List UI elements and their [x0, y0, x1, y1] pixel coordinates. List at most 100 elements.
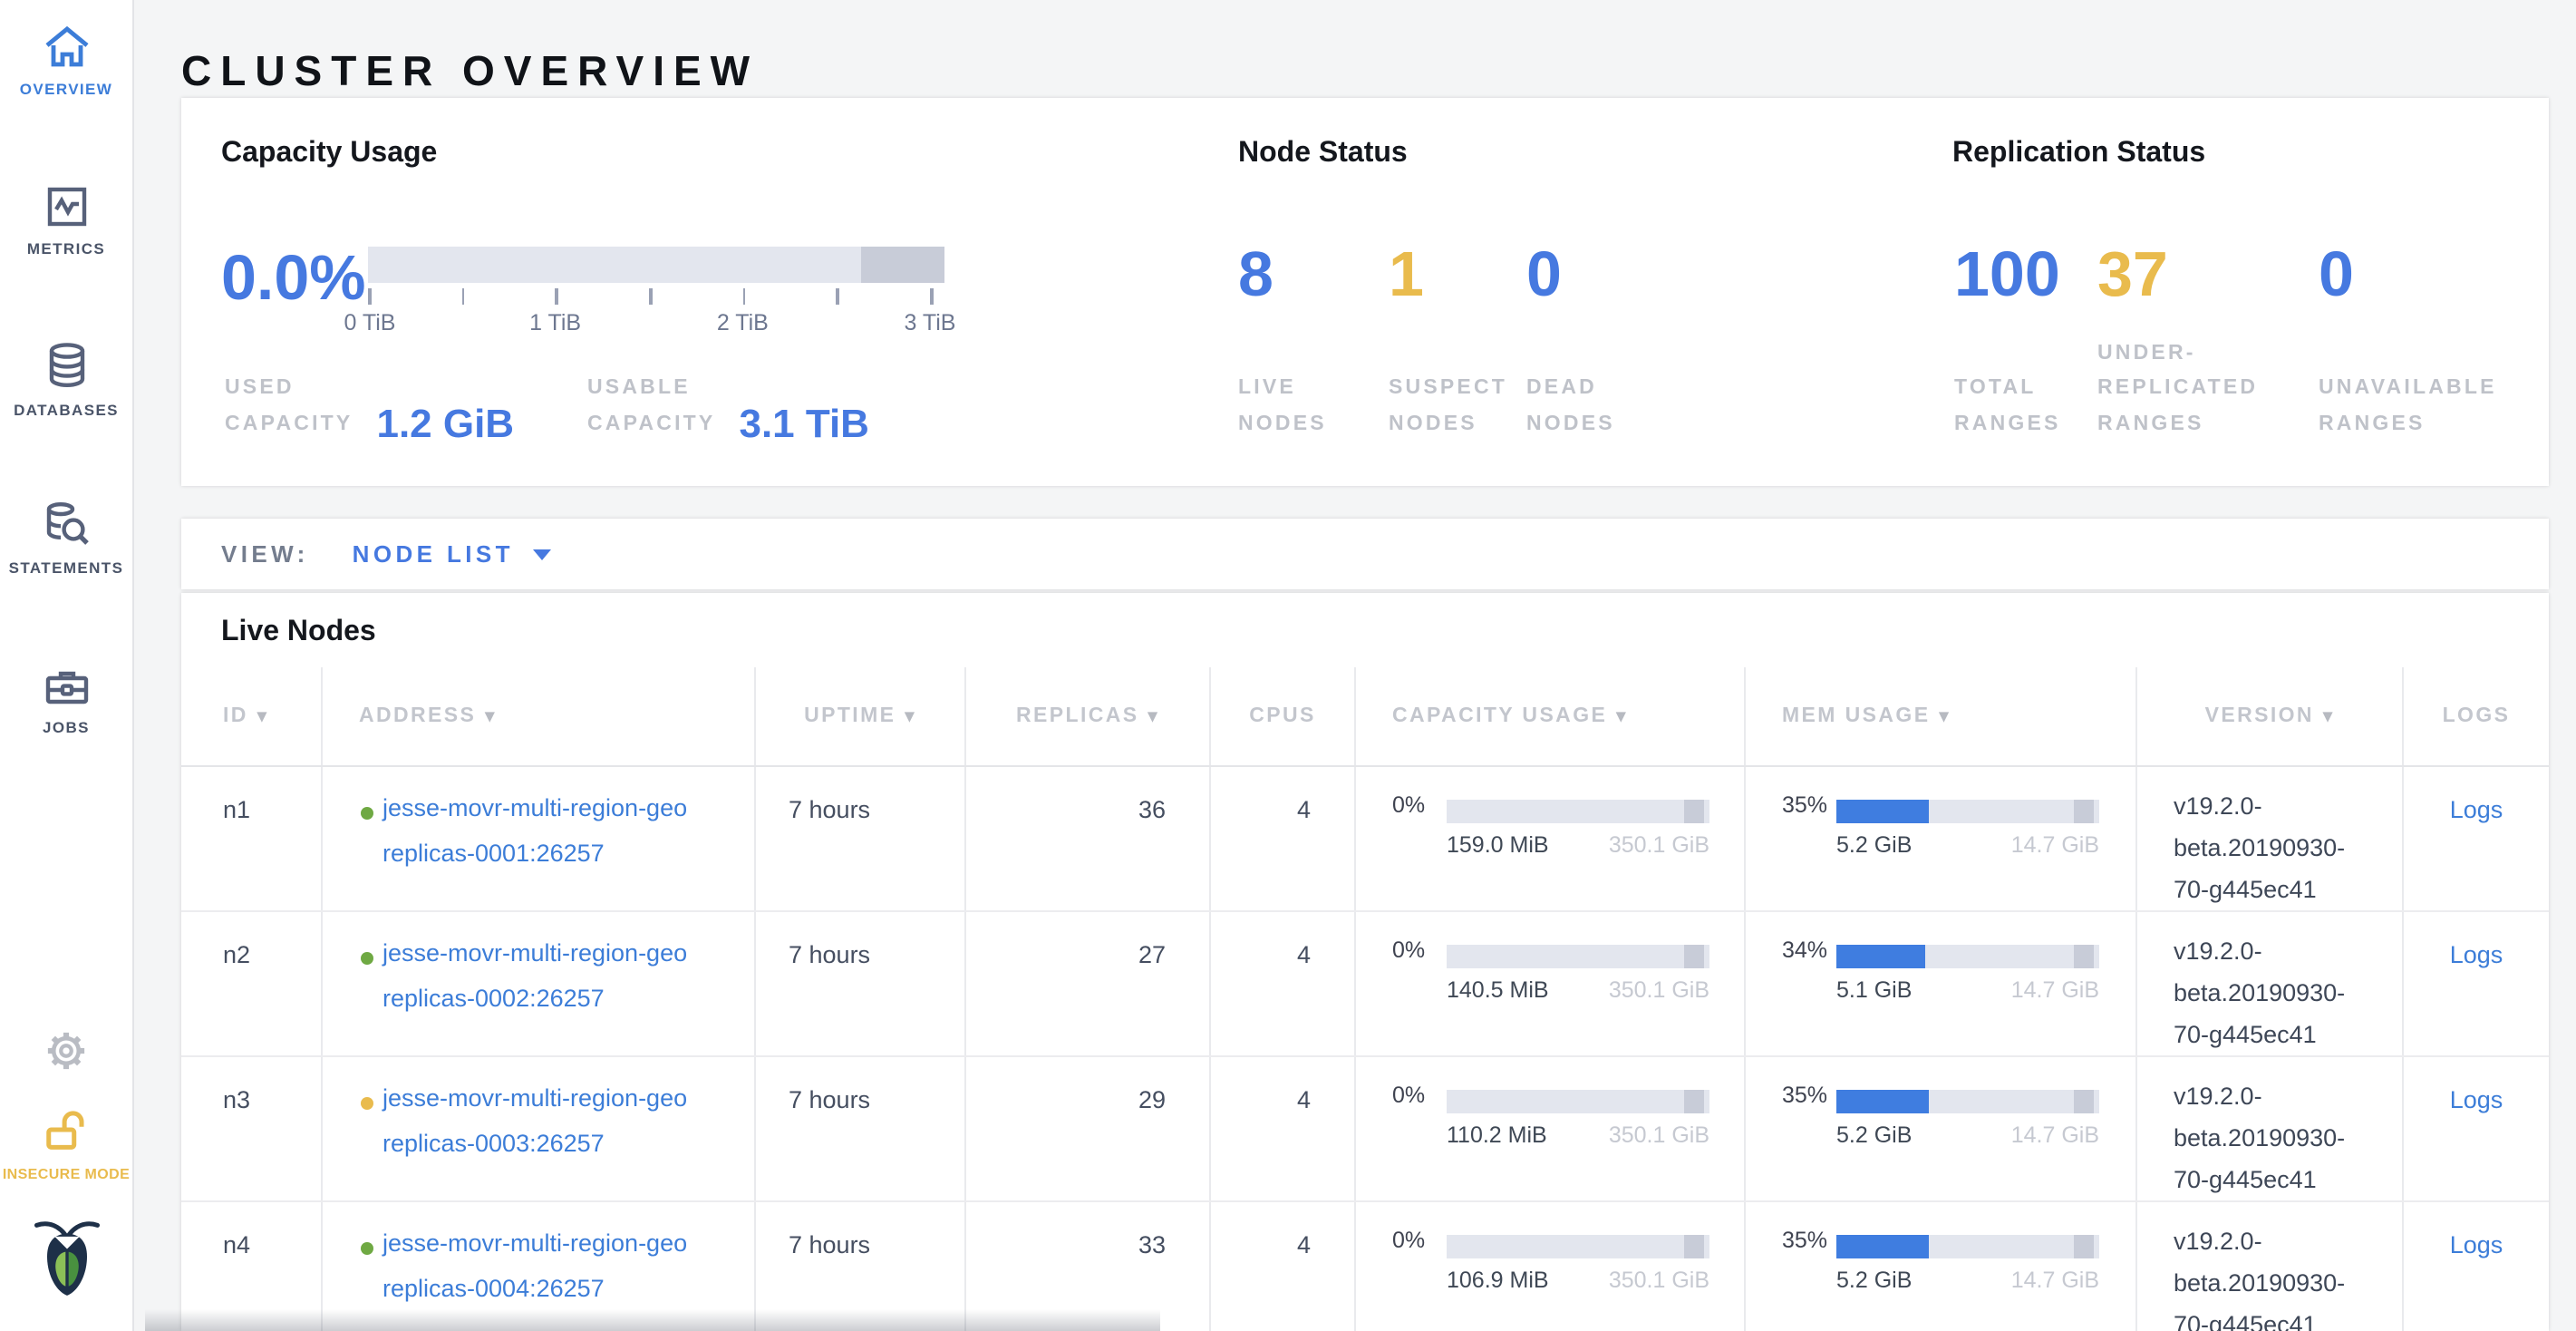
column-header-version[interactable]: VERSION ▾ — [2137, 667, 2404, 765]
statements-icon — [0, 500, 132, 548]
bar-reserved-segment — [1683, 800, 1705, 823]
bar-reserved-segment — [2073, 1235, 2095, 1258]
sidebar-item-label: OVERVIEW — [19, 80, 113, 98]
axis-tick-label: 0 TiB — [344, 310, 396, 335]
node-logs-cell: Logs — [2404, 912, 2549, 1055]
bottom-scroll-shadow — [145, 1309, 1160, 1331]
node-logs-cell: Logs — [2404, 1057, 2549, 1200]
sort-arrow-icon: ▾ — [1148, 706, 1159, 726]
mem-usage-bar — [1836, 1235, 2099, 1258]
live-nodes-title: Live Nodes — [221, 617, 376, 647]
node-memory-cell: 35% 5.2 GiB 14.7 GiB — [1746, 1057, 2137, 1200]
node-cpus-cell: 4 — [1211, 1202, 1356, 1331]
table-header-row: ID ▾ ADDRESS ▾ UPTIME ▾ REPLICAS ▾ CPUS CAPA… — [181, 667, 2549, 767]
node-id-cell: n3 — [181, 1057, 323, 1200]
node-address-link[interactable]: jesse-movr-multi-region-geo — [383, 794, 688, 821]
insecure-mode-label: INSECURE MODE — [2, 1166, 131, 1182]
capacity-usage-bar — [368, 247, 944, 283]
node-address-cell: jesse-movr-multi-region-geo replicas-000… — [323, 767, 756, 910]
cockroach-bug-icon — [0, 1219, 132, 1298]
node-replicas-cell: 33 — [966, 1202, 1211, 1331]
node-replicas-cell: 36 — [966, 767, 1211, 910]
view-dropdown[interactable]: NODE LIST — [353, 540, 552, 568]
bar-reserved-segment — [1683, 1235, 1705, 1258]
axis-tick-label: 1 TiB — [529, 310, 582, 335]
capacity-usage-bar — [1447, 1090, 1709, 1113]
chevron-down-icon — [533, 549, 552, 559]
node-capacity-cell: 0% 159.0 MiB 350.1 GiB — [1356, 767, 1746, 910]
node-uptime-cell: 7 hours — [756, 1057, 966, 1200]
suspect-nodes-count: 1 — [1389, 239, 1424, 310]
sidebar-settings[interactable] — [0, 1030, 132, 1072]
table-row: n4 jesse-movr-multi-region-geo replicas-… — [181, 1202, 2549, 1331]
node-address-link[interactable]: replicas-0003:26257 — [383, 1130, 605, 1157]
column-header-address[interactable]: ADDRESS ▾ — [323, 667, 756, 765]
metrics-icon — [0, 185, 132, 228]
total-ranges-label: TOTAL RANGES — [1954, 377, 2061, 434]
node-capacity-cell: 0% 110.2 MiB 350.1 GiB — [1356, 1057, 1746, 1200]
capacity-bar-reserved-segment — [860, 247, 944, 283]
sort-arrow-icon: ▾ — [1939, 706, 1951, 726]
column-header-replicas[interactable]: REPLICAS ▾ — [966, 667, 1211, 765]
sort-arrow-icon: ▾ — [2322, 706, 2335, 726]
node-logs-link[interactable]: Logs — [2449, 1231, 2503, 1258]
capacity-used-percent: 0.0% — [221, 243, 366, 314]
unavailable-ranges-label: UNAVAILABLE RANGES — [2319, 377, 2497, 434]
bar-reserved-segment — [1683, 1090, 1705, 1113]
used-capacity-value: 1.2 GiB — [376, 401, 515, 446]
column-header-logs: LOGS — [2442, 705, 2511, 727]
used-capacity-label: USED CAPACITY — [225, 377, 353, 434]
node-memory-cell: 35% 5.2 GiB 14.7 GiB — [1746, 767, 2137, 910]
node-address-link[interactable]: replicas-0004:26257 — [383, 1275, 605, 1302]
node-address-link[interactable]: replicas-0001:26257 — [383, 840, 605, 867]
axis-tick-label: 2 TiB — [716, 310, 769, 335]
sidebar-item-overview[interactable]: OVERVIEW — [0, 25, 132, 98]
bar-reserved-segment — [2073, 1090, 2095, 1113]
sidebar-item-jobs[interactable]: JOBS — [0, 664, 132, 736]
node-logs-link[interactable]: Logs — [2449, 941, 2503, 968]
capacity-usage-bar — [1447, 1235, 1709, 1258]
node-id-cell: n4 — [181, 1202, 323, 1331]
node-address-link[interactable]: jesse-movr-multi-region-geo — [383, 1229, 688, 1257]
node-capacity-cell: 0% 140.5 MiB 350.1 GiB — [1356, 912, 1746, 1055]
usable-capacity-label: USABLE CAPACITY — [587, 377, 716, 434]
axis-tick — [836, 288, 839, 305]
mem-usage-bar — [1836, 1090, 2099, 1113]
node-uptime-cell: 7 hours — [756, 767, 966, 910]
mem-usage-bar — [1836, 945, 2099, 968]
usable-capacity-stat: USABLE CAPACITY 3.1 TiB — [587, 372, 869, 446]
column-header-mem-usage[interactable]: MEM USAGE ▾ — [1746, 667, 2137, 765]
node-address-link[interactable]: jesse-movr-multi-region-geo — [383, 939, 688, 967]
sidebar-item-metrics[interactable]: METRICS — [0, 185, 132, 257]
bar-fill-segment — [1836, 945, 1926, 968]
bar-fill-segment — [1836, 1090, 1929, 1113]
column-header-capacity-usage[interactable]: CAPACITY USAGE ▾ — [1356, 667, 1746, 765]
sidebar: OVERVIEW METRICS DATABASES — [0, 0, 134, 1331]
node-logs-cell: Logs — [2404, 767, 2549, 910]
column-header-id[interactable]: ID ▾ — [181, 667, 323, 765]
axis-tick — [368, 288, 371, 305]
node-logs-link[interactable]: Logs — [2449, 796, 2503, 823]
bar-reserved-segment — [1683, 945, 1705, 968]
node-address-link[interactable]: jesse-movr-multi-region-geo — [383, 1084, 688, 1112]
node-cpus-cell: 4 — [1211, 1057, 1356, 1200]
node-address-link[interactable]: replicas-0002:26257 — [383, 985, 605, 1012]
node-logs-link[interactable]: Logs — [2449, 1086, 2503, 1113]
capacity-usage-bar — [1447, 800, 1709, 823]
live-nodes-label: LIVE NODES — [1238, 377, 1327, 434]
node-id-cell: n1 — [181, 767, 323, 910]
node-cpus-cell: 4 — [1211, 912, 1356, 1055]
axis-tick — [742, 288, 746, 305]
sidebar-item-statements[interactable]: STATEMENTS — [0, 500, 132, 577]
open-lock-icon — [0, 1106, 132, 1155]
node-version-cell: v19.2.0- beta.20190930- 70-g445ec41 — [2137, 767, 2404, 910]
sidebar-item-databases[interactable]: DATABASES — [0, 341, 132, 419]
sort-arrow-icon: ▾ — [905, 706, 916, 726]
cockroachdb-logo — [0, 1219, 132, 1298]
node-status-dot — [361, 807, 373, 820]
table-row: n2 jesse-movr-multi-region-geo replicas-… — [181, 912, 2549, 1057]
column-header-uptime[interactable]: UPTIME ▾ — [756, 667, 966, 765]
sidebar-insecure-mode[interactable]: INSECURE MODE — [0, 1106, 132, 1182]
live-nodes-card: Live Nodes ID ▾ ADDRESS ▾ UPTIME ▾ REPLICAS… — [181, 593, 2549, 1331]
replication-status-title: Replication Status — [1952, 138, 2206, 169]
